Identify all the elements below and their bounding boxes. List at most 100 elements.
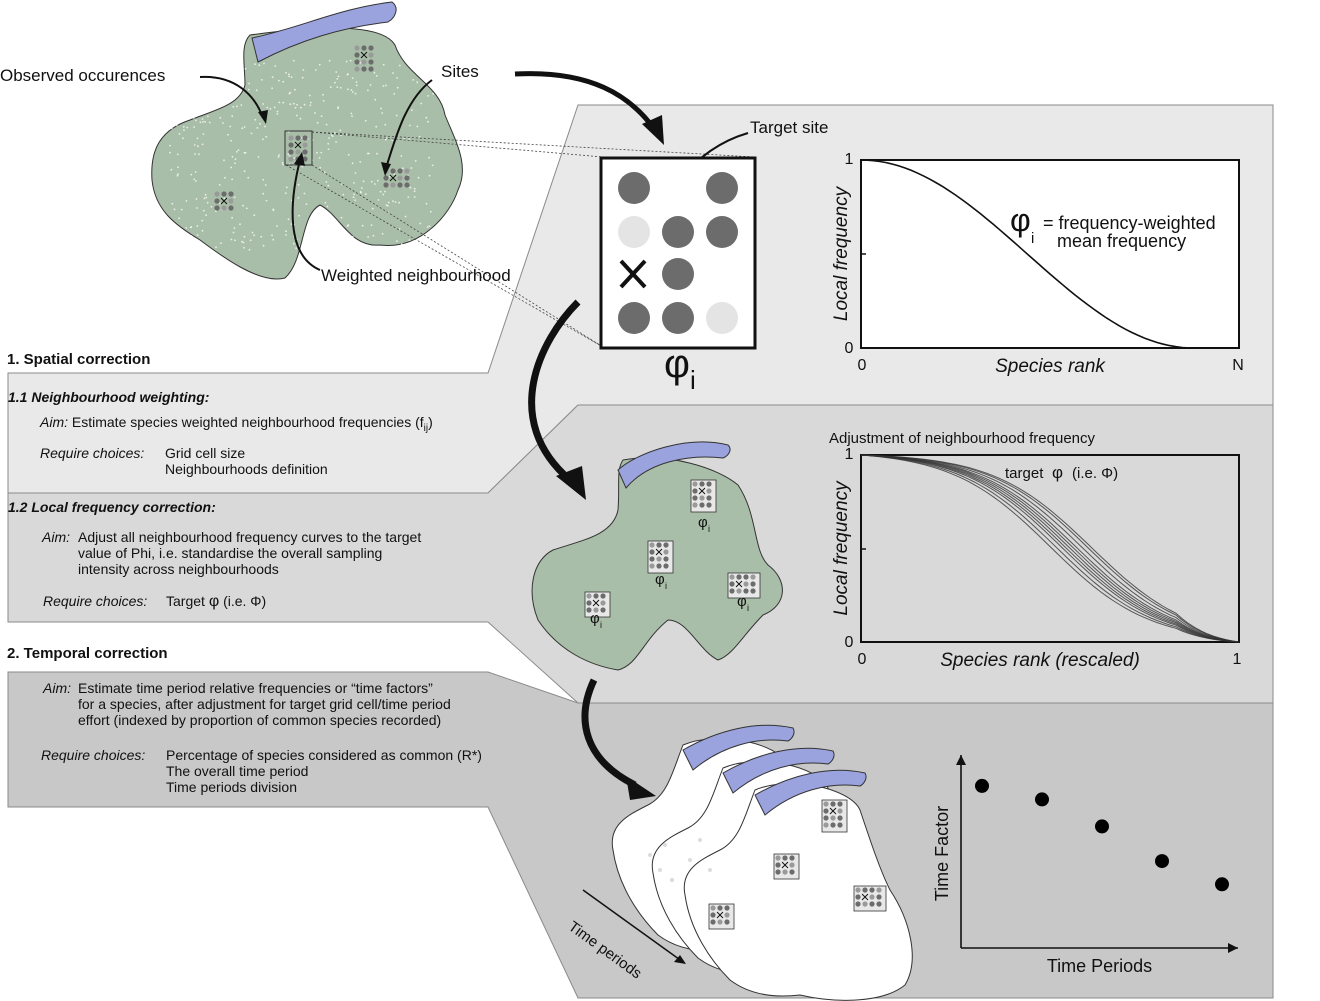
occurrence-point bbox=[422, 243, 425, 246]
occurrence-point bbox=[345, 60, 348, 63]
occurrence-point bbox=[247, 88, 250, 91]
occurrence-point bbox=[262, 192, 265, 195]
occurrence-point bbox=[364, 119, 367, 122]
section-2-aim-2: for a species, after adjustment for targ… bbox=[78, 696, 451, 712]
occurrence-point bbox=[196, 137, 199, 140]
occurrence-point bbox=[193, 247, 196, 250]
site-dot bbox=[361, 45, 367, 51]
occurrence-point bbox=[311, 238, 314, 241]
occurrence-point bbox=[300, 106, 302, 109]
occurrence-point bbox=[323, 171, 326, 174]
occurrence-point bbox=[367, 236, 369, 238]
faint-site-dot bbox=[658, 868, 662, 872]
occurrence-point bbox=[285, 186, 288, 189]
occurrence-point bbox=[193, 178, 196, 181]
y-tick-label-top: 1 bbox=[845, 151, 854, 168]
occurrence-point bbox=[241, 240, 243, 243]
occurrence-point bbox=[276, 110, 279, 113]
occurrence-point bbox=[364, 193, 367, 196]
faint-site-dot bbox=[708, 868, 712, 872]
site-dot bbox=[823, 815, 829, 821]
time-site bbox=[821, 799, 848, 833]
neighbourhood-curve bbox=[860, 454, 1240, 643]
x-axis-arrowhead bbox=[1228, 943, 1238, 953]
occurrence-point bbox=[253, 234, 256, 237]
occurrence-point bbox=[282, 80, 285, 83]
occurrence-point bbox=[431, 164, 434, 167]
occurrence-point bbox=[324, 201, 327, 204]
occurrence-point bbox=[180, 208, 183, 211]
site-dot bbox=[692, 481, 698, 487]
label-sites: Sites bbox=[441, 62, 479, 81]
occurrence-point bbox=[361, 224, 364, 227]
occurrence-point bbox=[309, 104, 312, 107]
occurrence-point bbox=[272, 238, 275, 241]
site-dot bbox=[789, 862, 795, 868]
occurrence-point bbox=[230, 139, 232, 142]
occurrence-point bbox=[249, 239, 252, 242]
target-text: Target bbox=[166, 593, 205, 609]
site-dot bbox=[586, 607, 592, 613]
occurrence-point bbox=[432, 92, 434, 95]
annotation-text-1: = frequency-weighted bbox=[1043, 213, 1216, 233]
occurrence-point bbox=[419, 222, 422, 225]
site-dot bbox=[729, 581, 735, 587]
occurrence-point bbox=[216, 68, 219, 71]
occurrence-point bbox=[428, 174, 431, 177]
occurrence-point bbox=[202, 133, 205, 136]
occurrence-point bbox=[248, 82, 251, 85]
occurrence-point bbox=[254, 118, 257, 121]
occurrence-point bbox=[265, 135, 268, 138]
top-map-sites bbox=[214, 45, 410, 211]
occurrence-point bbox=[393, 173, 396, 176]
occurrence-point bbox=[201, 143, 204, 146]
annotation-text-2: mean frequency bbox=[1057, 231, 1186, 251]
label-target-site: Target site bbox=[750, 118, 829, 137]
occurrence-point bbox=[375, 75, 378, 77]
site-dot bbox=[404, 182, 410, 188]
occurrence-point bbox=[281, 162, 284, 164]
arrow-head-3 bbox=[626, 776, 656, 800]
site-dot bbox=[830, 822, 836, 828]
site-dot bbox=[228, 205, 234, 211]
section-1-2-aim-label: Aim: bbox=[42, 529, 70, 545]
occurrence-point bbox=[240, 104, 243, 106]
occurrence-point bbox=[354, 172, 357, 174]
occurrence-point bbox=[273, 106, 276, 109]
occurrence-point bbox=[416, 125, 419, 128]
occurrence-point bbox=[389, 175, 391, 178]
occurrence-point bbox=[240, 70, 243, 72]
site-dot bbox=[855, 887, 861, 893]
occurrence-point bbox=[276, 225, 278, 228]
occurrence-point bbox=[303, 192, 306, 195]
occurrence-point bbox=[196, 225, 199, 227]
occurrence-point bbox=[337, 107, 339, 110]
occurrence-point bbox=[432, 246, 435, 248]
occurrence-point bbox=[420, 102, 423, 105]
occurrence-point bbox=[413, 196, 416, 198]
occurrence-point bbox=[224, 176, 226, 179]
occurrence-point bbox=[293, 102, 295, 105]
occurrence-point bbox=[285, 71, 287, 74]
phi-label: φi bbox=[664, 342, 696, 395]
occurrence-point bbox=[241, 127, 244, 130]
occurrence-point bbox=[410, 167, 413, 169]
occurrence-point bbox=[230, 238, 233, 241]
site-dot bbox=[404, 175, 410, 181]
site-phi: φ bbox=[590, 610, 600, 627]
site-dot bbox=[397, 175, 403, 181]
occurrence-point bbox=[219, 116, 222, 119]
occurrence-point bbox=[369, 84, 372, 86]
site-dot bbox=[368, 45, 374, 51]
occurrence-point bbox=[232, 231, 235, 234]
site-dot bbox=[288, 156, 294, 162]
site-dot bbox=[692, 488, 698, 494]
section-2-require-2: The overall time period bbox=[166, 763, 309, 779]
site-dot bbox=[302, 142, 308, 148]
occurrence-point bbox=[262, 244, 265, 247]
occurrence-point bbox=[319, 166, 322, 169]
occurrence-point bbox=[433, 60, 436, 62]
occurrence-point bbox=[214, 66, 217, 68]
site-dot bbox=[593, 593, 599, 599]
occurrence-point bbox=[190, 235, 193, 237]
